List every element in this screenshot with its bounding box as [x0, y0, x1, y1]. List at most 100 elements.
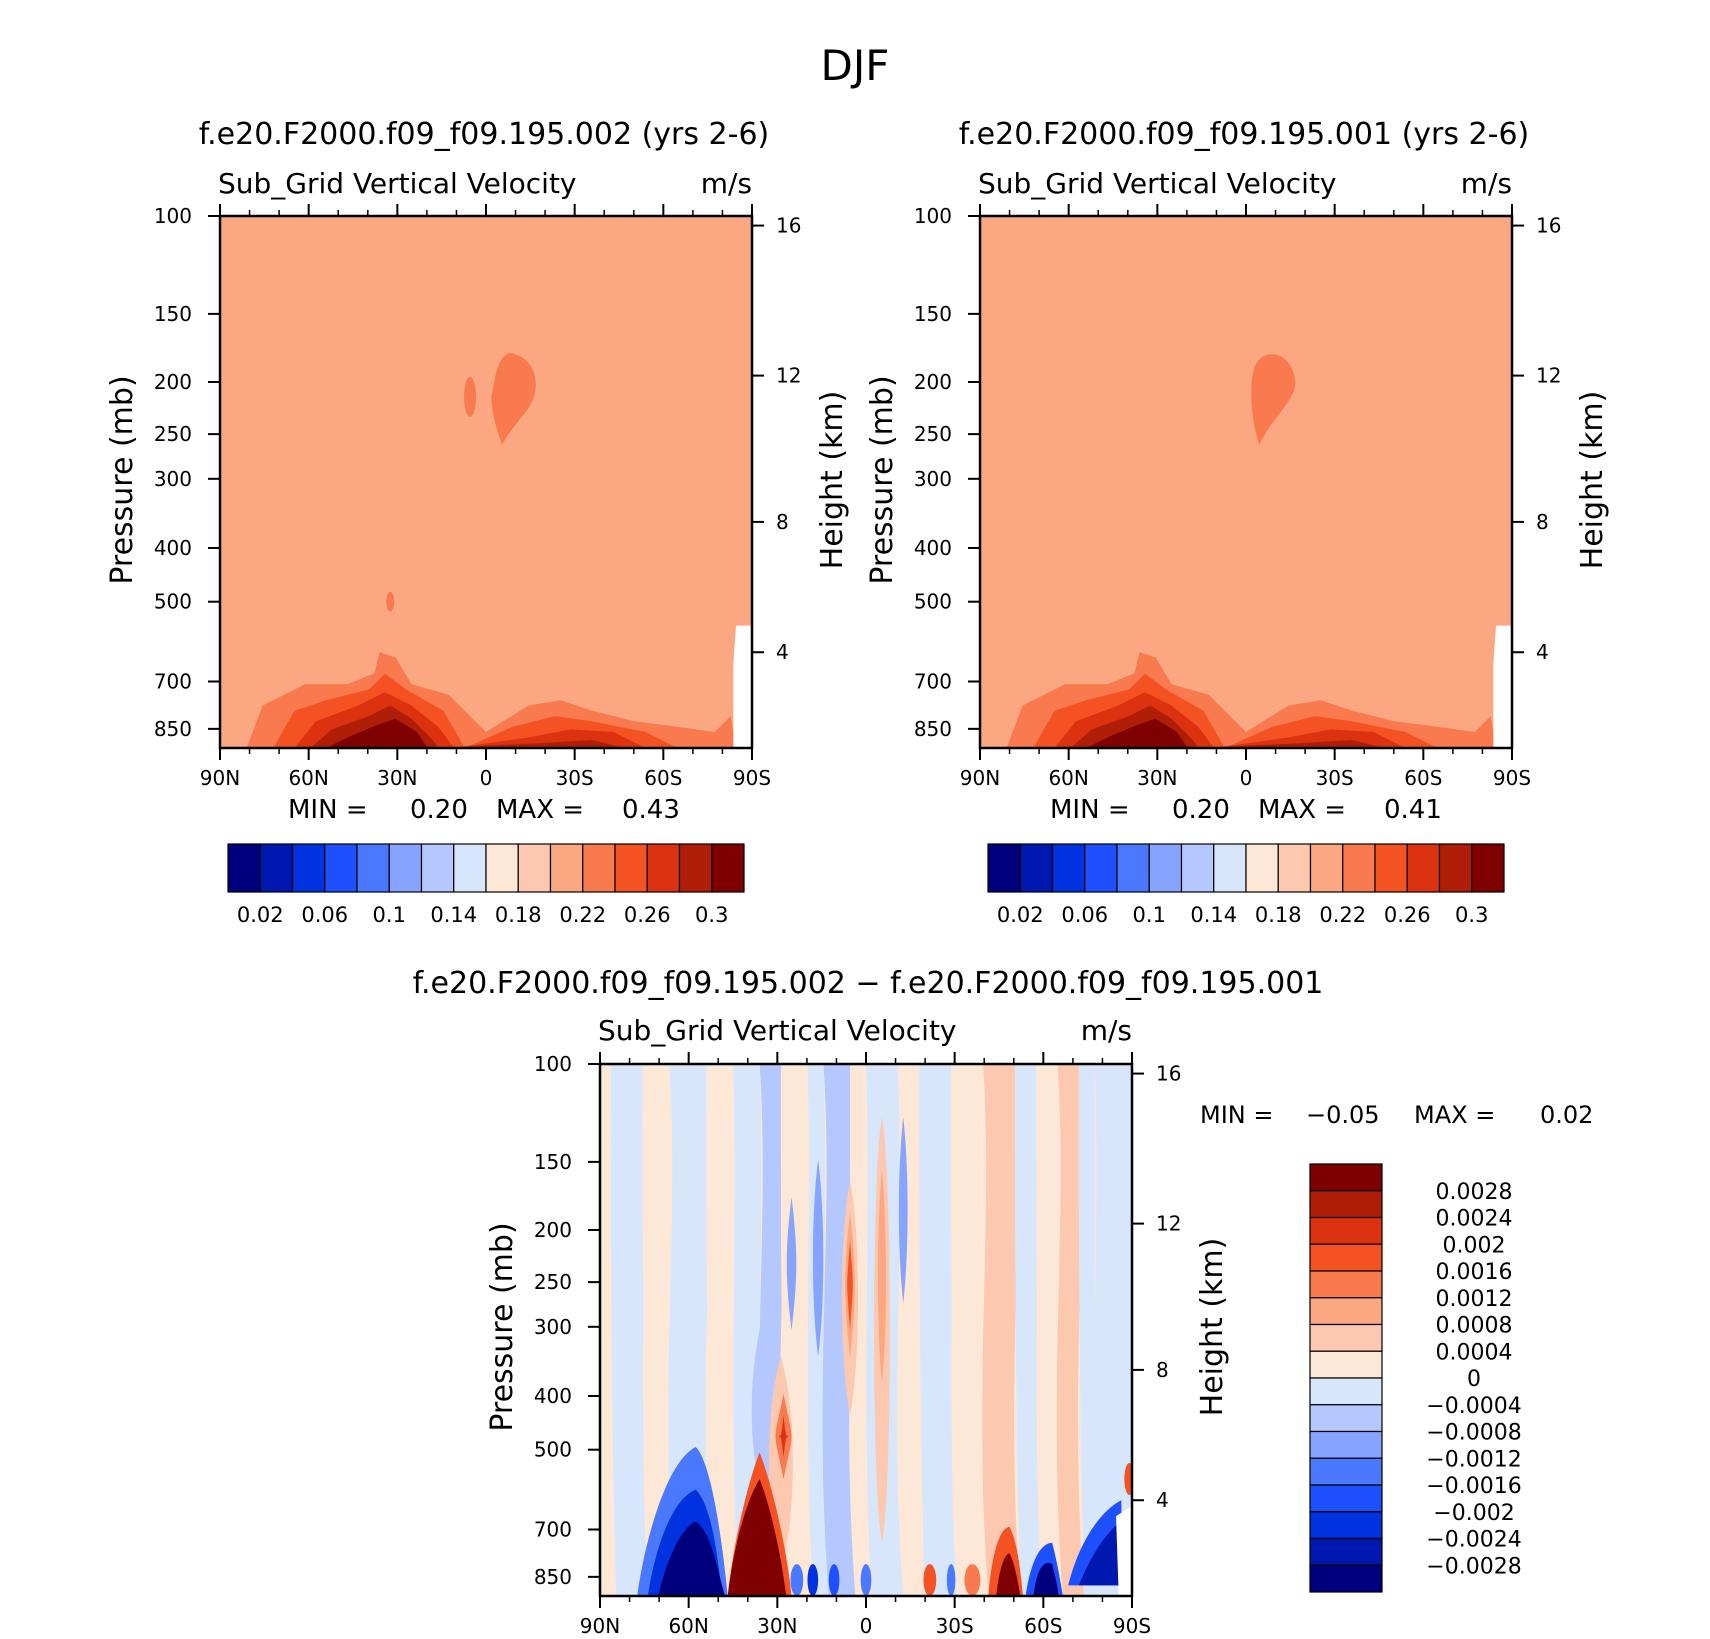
colorbar-label: 0.0016	[1436, 1260, 1513, 1285]
x-tick-label: 60S	[1024, 1614, 1062, 1638]
x-tick-label: 90N	[960, 766, 1000, 790]
colorbar-label: 0.14	[1190, 903, 1237, 927]
missing-data	[1493, 625, 1512, 748]
colorbar-label: 0.02	[237, 903, 284, 927]
colorbar: 0.02 0.06 0.1 0.14 0.18 0.22 0.26 0.3	[227, 843, 745, 927]
contour-level-0.40	[1086, 718, 1188, 748]
colorbar-label: 0.22	[559, 903, 606, 927]
colorbar-label: 0.02	[997, 903, 1044, 927]
y2-tick-label: 12	[776, 364, 801, 388]
contour-band	[1078, 1064, 1101, 1596]
contour-level-0.40	[326, 718, 428, 748]
y-tick-label: 850	[154, 717, 192, 741]
min-label: MIN =	[288, 795, 368, 825]
colorbar-swatch	[324, 843, 358, 893]
contour-field	[600, 1064, 1132, 1596]
contour-band	[951, 1064, 989, 1596]
figure-title: DJF	[821, 41, 890, 90]
colorbar-label: 0.0004	[1436, 1340, 1513, 1365]
panel-title: f.e20.F2000.f09_f09.195.001 (yrs 2-6)	[959, 117, 1529, 152]
contour-streak	[779, 1415, 788, 1458]
max-label: MAX =	[1414, 1101, 1495, 1129]
contour-surface-cell	[964, 1564, 981, 1596]
y-tick-label: 300	[914, 467, 952, 491]
colorbar-label: −0.0004	[1426, 1394, 1521, 1419]
colorbar-swatch	[1116, 843, 1150, 893]
panel-variable: Sub_Grid Vertical Velocity	[218, 167, 577, 200]
y2-tick-label: 8	[776, 510, 789, 534]
y-tick-label: 300	[154, 467, 192, 491]
contour-band	[610, 1064, 648, 1596]
colorbar-label: −0.0016	[1426, 1474, 1521, 1499]
x-tick-label: 30N	[757, 1614, 797, 1638]
colorbar-swatch	[646, 843, 681, 893]
colorbar-swatch	[1374, 843, 1408, 893]
colorbar-swatch	[1245, 843, 1279, 893]
x-tick-label: 60S	[644, 766, 682, 790]
contour-negative-core	[658, 1521, 726, 1596]
y-tick-label: 150	[914, 302, 952, 326]
colorbar-label: 0.18	[495, 903, 542, 927]
contour-level-0.24	[491, 353, 536, 445]
x-tick-label: 90N	[200, 766, 240, 790]
colorbar-swatch	[1213, 843, 1247, 893]
y-tick-label: 500	[154, 590, 192, 614]
y-tick-label: 200	[154, 370, 192, 394]
colorbar-label: 0.3	[1455, 903, 1488, 927]
colorbar-swatch	[614, 843, 648, 893]
max-value: 0.43	[622, 795, 680, 825]
colorbar-swatch	[388, 843, 423, 893]
colorbar-label: −0.0024	[1426, 1528, 1521, 1553]
y-tick-label: 100	[914, 204, 952, 228]
colorbar-label: 0.26	[1384, 903, 1431, 927]
height-axis-label: Height (km)	[1575, 391, 1610, 570]
y-tick-label: 100	[534, 1052, 572, 1076]
contour-band	[982, 1064, 1021, 1596]
colorbar-swatch	[420, 843, 455, 893]
colorbar-swatch	[1309, 843, 1344, 893]
colorbar-label: 0	[1467, 1367, 1481, 1392]
contour-streak	[751, 1330, 768, 1490]
colorbar-label: 0.06	[301, 903, 348, 927]
x-tick-label: 60N	[1048, 766, 1088, 790]
contour-background	[220, 216, 752, 748]
height-axis-label: Height (km)	[815, 391, 850, 570]
y-tick-label: 500	[534, 1438, 572, 1462]
y2-tick-label: 16	[1156, 1062, 1181, 1086]
contour-surface-cell	[807, 1564, 819, 1596]
contour-band	[706, 1064, 739, 1596]
colorbar-label: 0.1	[1133, 903, 1166, 927]
panel-title: f.e20.F2000.f09_f09.195.002 (yrs 2-6)	[199, 117, 769, 152]
colorbar-swatch	[485, 843, 519, 893]
min-value: 0.20	[1172, 795, 1230, 825]
colorbar-swatch	[678, 843, 713, 893]
y2-tick-label: 16	[776, 214, 801, 238]
x-tick-label: 30S	[1316, 766, 1354, 790]
contour-streak	[812, 1159, 824, 1357]
contour-field	[980, 216, 1512, 748]
y-tick-label: 100	[154, 204, 192, 228]
height-axis-label: Height (km)	[1195, 1238, 1230, 1417]
contour-level-0.24	[464, 376, 477, 417]
colorbar: 0.02 0.06 0.1 0.14 0.18 0.22 0.26 0.3	[987, 843, 1505, 927]
plot-axes: 90N 60N 30N 0 30S 60S 90S 100 150 200 250 300 400 500…	[914, 204, 1561, 790]
contour-background	[980, 216, 1512, 748]
contour-band	[919, 1064, 957, 1596]
colorbar-swatch	[549, 843, 584, 893]
max-label: MAX =	[1258, 795, 1346, 825]
contour-surface-cell	[860, 1564, 872, 1596]
colorbar-swatch	[1309, 1537, 1383, 1566]
contour-level-0.24	[386, 591, 395, 612]
missing-data	[733, 625, 752, 748]
panel-variable: Sub_Grid Vertical Velocity	[978, 167, 1337, 200]
x-tick-label: 60S	[1404, 766, 1442, 790]
missing-data	[1116, 1505, 1132, 1596]
colorbar-label: 0.26	[624, 903, 671, 927]
y2-tick-label: 12	[1536, 364, 1561, 388]
colorbar-swatch	[1438, 843, 1473, 893]
colorbar-swatch	[711, 843, 745, 893]
y-tick-label: 300	[534, 1315, 572, 1339]
contour-level-0.24	[1251, 354, 1296, 445]
contour-streak	[877, 1170, 886, 1384]
